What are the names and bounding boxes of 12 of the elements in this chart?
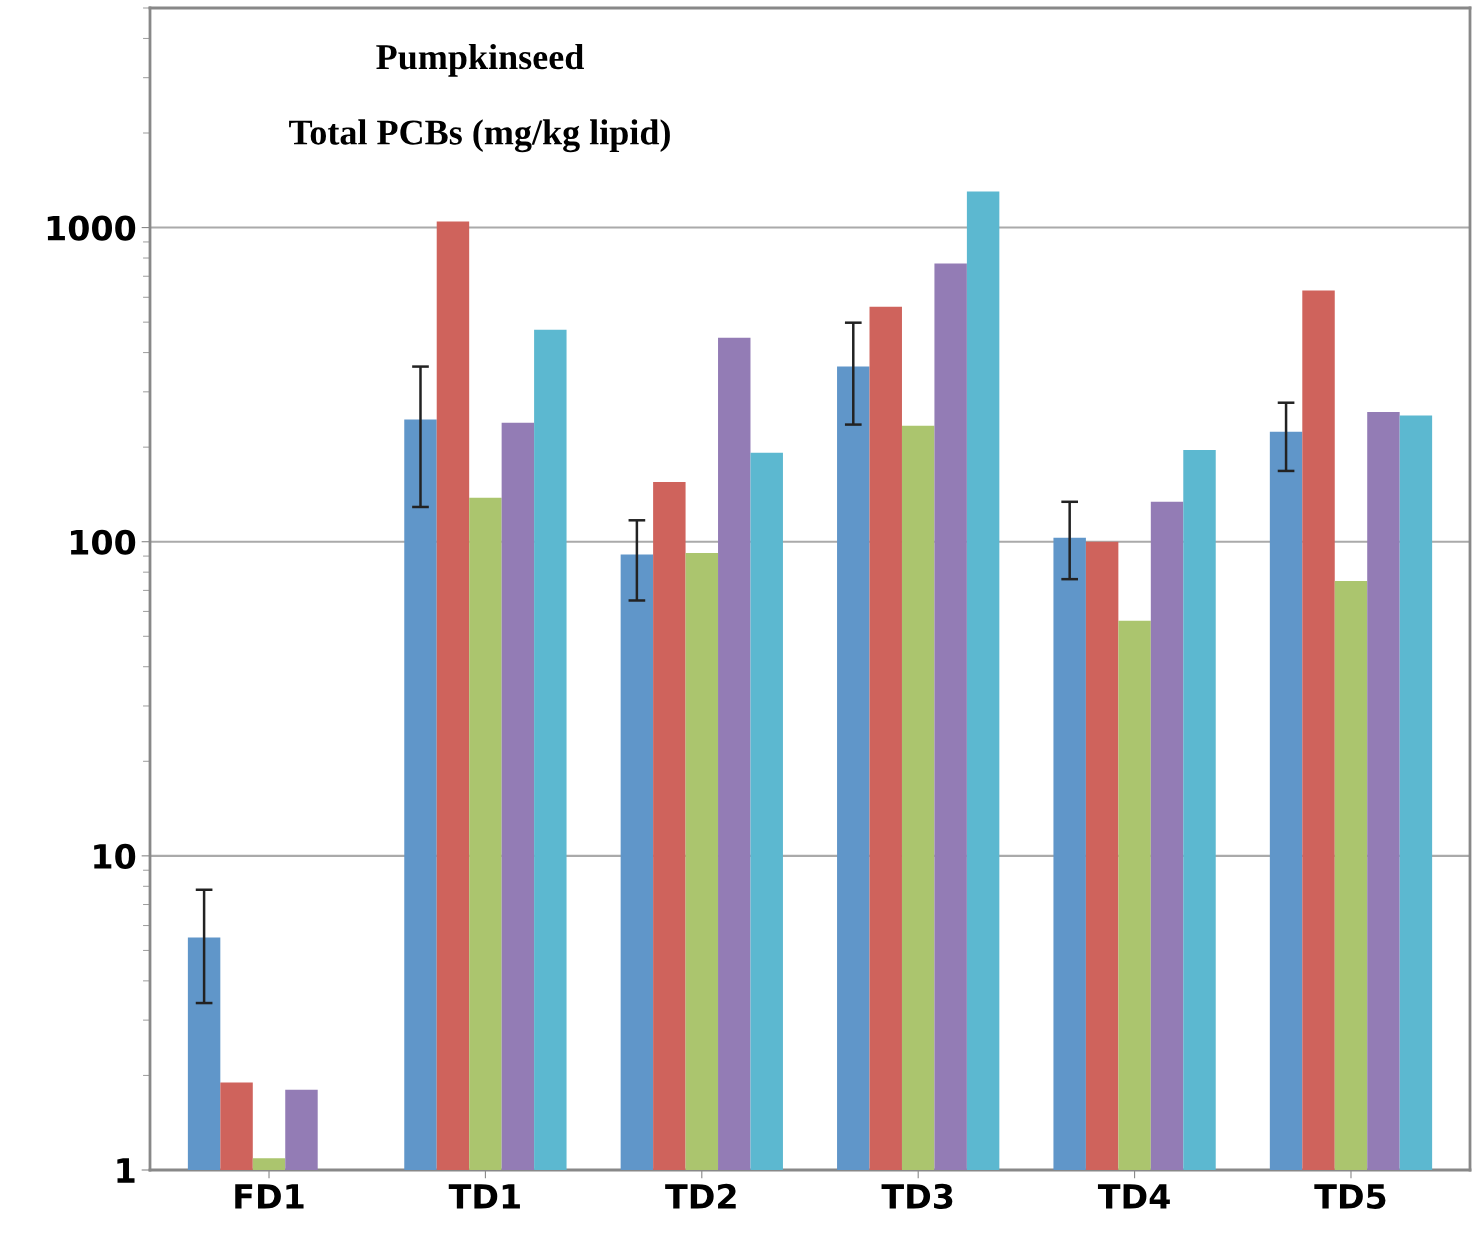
x-tick-label: TD3: [881, 1183, 953, 1209]
text: Pumpkinseed: [376, 43, 584, 77]
x-tick-label: TD5: [1314, 1184, 1386, 1209]
y-tick-label: 100: [70, 529, 136, 555]
x-tick-label: FD1: [235, 1184, 304, 1209]
x-tick-label: TD4: [1097, 1184, 1170, 1209]
y-tick-label: 1000: [47, 215, 136, 241]
x-tick-label: TD2: [665, 1183, 736, 1209]
y-tick-label: 1: [117, 1158, 135, 1183]
text: Total PCBs (mg/kg lipid): [289, 119, 670, 153]
y-tick-label: 10: [94, 843, 136, 869]
x-tick-label: TD1: [448, 1184, 520, 1209]
